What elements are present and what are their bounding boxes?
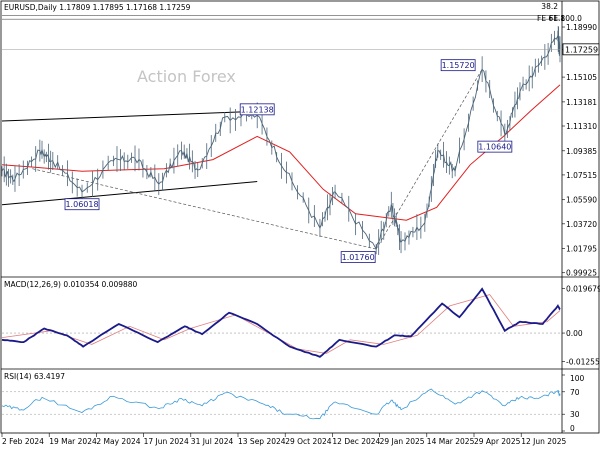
x-tick-label: 12 Dec 2024 xyxy=(332,437,380,446)
rsi-y-tick-label: 70 xyxy=(570,388,580,397)
rsi-series xyxy=(1,388,561,420)
price-y-tick-label: 1.11310 xyxy=(566,122,597,131)
x-tick-label: 12 Jun 2025 xyxy=(521,437,566,446)
price-y-tick-label: 1.15105 xyxy=(566,73,597,82)
price-annotation-label: 1.01760 xyxy=(342,253,375,262)
watermark: Action Forex xyxy=(137,67,236,86)
x-tick-label: 29 Oct 2024 xyxy=(285,437,332,446)
price-annotation-label: 1.12138 xyxy=(241,105,274,114)
macd-signal-line xyxy=(1,294,561,354)
fib-label: 38.2 xyxy=(541,2,558,11)
x-tick-label: 19 Mar 2024 xyxy=(49,437,97,446)
price-y-tick-label: 1.09385 xyxy=(566,147,597,156)
price-annotations: 1.06018 1.12138 1.01760 1.15720 1.10640 xyxy=(64,59,513,263)
price-y-tick-label: 1.13181 xyxy=(566,98,597,107)
price-series xyxy=(1,26,561,255)
channel-trendline xyxy=(1,110,274,122)
price-y-tick-label: 1.07515 xyxy=(566,171,597,180)
x-tick-label: 31 Jul 2024 xyxy=(191,437,234,446)
x-tick-label: 13 Sep 2024 xyxy=(238,437,286,446)
rsi-y-tick-label: 100 xyxy=(570,374,585,383)
x-tick-label: 14 Mar 2025 xyxy=(427,437,475,446)
x-axis-ticks: 2 Feb 2024 19 Mar 2024 2 May 2024 17 Jun 20… xyxy=(1,433,567,446)
macd-y-tick-label: 0.00 xyxy=(566,329,583,338)
rsi-label: RSI(14) 63.4197 xyxy=(4,372,65,381)
price-annotation-box xyxy=(440,59,476,72)
macd-y-tick-label: -0.012552 xyxy=(566,357,600,366)
rsi-y-tick-label: 0 xyxy=(570,424,575,433)
price-annotation-label: 1.10640 xyxy=(478,143,511,152)
price-y-tick-label: 1.01795 xyxy=(566,245,597,254)
x-tick-label: 2 Feb 2024 xyxy=(2,437,44,446)
price-annotation-box xyxy=(64,198,100,211)
macd-y-ticks: 0.019679 0.00 -0.012552 xyxy=(562,285,600,366)
dashed-trendline xyxy=(32,168,377,250)
price-annotation-box xyxy=(340,251,376,263)
macd-line xyxy=(1,287,561,358)
macd-series xyxy=(1,287,561,358)
trendlines xyxy=(1,68,483,250)
macd-label: MACD(12,26,9) 0.010354 0.009880 xyxy=(4,280,138,289)
channel-trendline xyxy=(1,181,258,206)
x-tick-label: 2 May 2024 xyxy=(96,437,140,446)
price-y-ticks: 1.18990 1.17259 1.15105 1.13181 1.11310 1.093… xyxy=(562,23,597,278)
fib-levels: 38.2 FE 61.8FE 100.0 xyxy=(2,2,582,23)
dashed-trendline xyxy=(375,68,483,250)
rsi-line xyxy=(1,388,561,420)
price-annotation-label: 1.06018 xyxy=(65,200,98,209)
x-tick-label: 29 Apr 2025 xyxy=(474,437,521,446)
rsi-y-ticks: 100 70 30 0 xyxy=(562,374,585,433)
macd-y-tick-label: 0.019679 xyxy=(566,285,600,294)
price-line xyxy=(1,34,561,251)
price-y-tick-label: 1.05590 xyxy=(566,196,597,205)
fib-label: FE 100.0 xyxy=(549,14,582,23)
rsi-y-tick-label: 30 xyxy=(570,410,580,419)
last-price-marker: 1.17259 xyxy=(2,43,600,56)
x-tick-label: 17 Jun 2024 xyxy=(144,437,189,446)
price-y-tick-label: 0.99925 xyxy=(566,269,597,278)
last-price-box xyxy=(562,43,600,56)
fib-label: FE 61.8 xyxy=(537,14,565,23)
chart-frame xyxy=(0,0,600,434)
price-y-tick-label: 1.18990 xyxy=(566,23,597,32)
price-annotation-box xyxy=(239,103,275,116)
price-annotation-box xyxy=(477,140,513,153)
x-tick-label: 29 Jan 2025 xyxy=(380,437,425,446)
price-y-tick-label: 1.03720 xyxy=(566,220,597,229)
price-annotation-label: 1.15720 xyxy=(442,61,475,70)
chart-title: EURUSD,Daily 1.17809 1.17895 1.17168 1.1… xyxy=(4,3,191,12)
last-price-label: 1.17259 xyxy=(565,45,598,54)
